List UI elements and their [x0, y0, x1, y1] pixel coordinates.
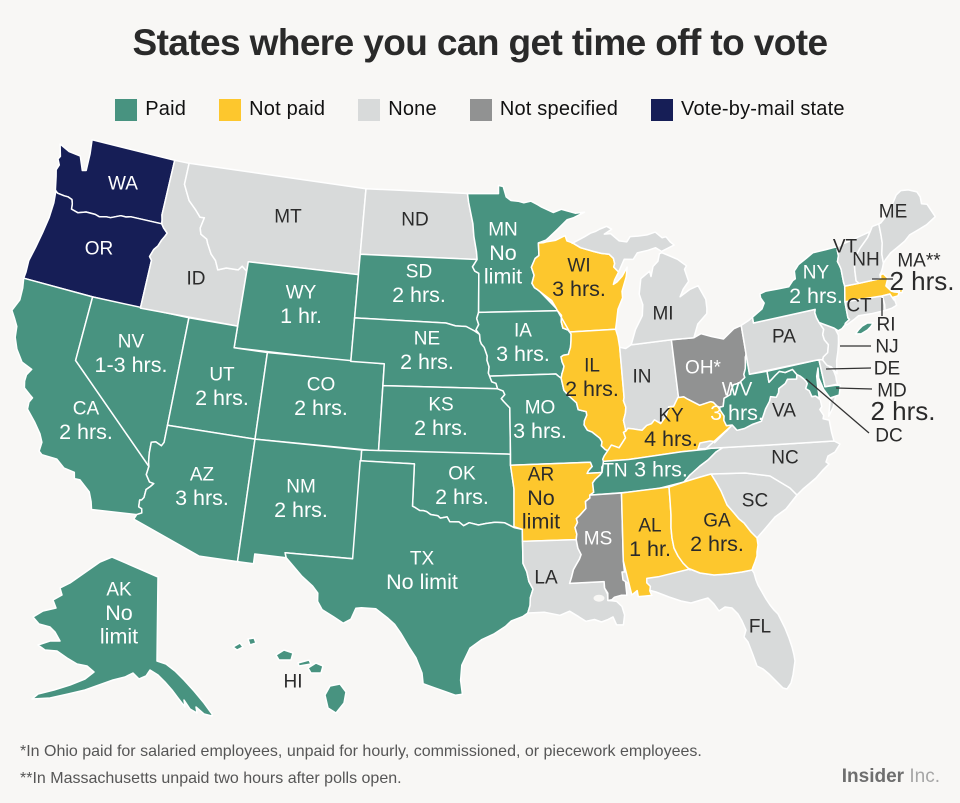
svg-text:2 hrs.: 2 hrs.	[195, 386, 249, 410]
svg-text:2 hrs.: 2 hrs.	[414, 416, 468, 440]
svg-text:CO: CO	[307, 375, 336, 396]
svg-text:IN: IN	[633, 367, 652, 388]
svg-text:MD: MD	[877, 381, 907, 402]
svg-text:WY: WY	[286, 283, 317, 304]
svg-text:MT: MT	[274, 207, 302, 228]
svg-text:2 hrs.: 2 hrs.	[400, 350, 454, 374]
svg-text:NE: NE	[414, 329, 440, 350]
svg-text:No: No	[489, 241, 517, 265]
svg-text:NJ: NJ	[875, 337, 898, 358]
svg-text:2 hrs.: 2 hrs.	[435, 485, 489, 509]
svg-text:4 hrs.: 4 hrs.	[644, 427, 698, 451]
svg-text:limit: limit	[100, 625, 138, 649]
svg-text:OK: OK	[448, 464, 476, 485]
svg-text:NM: NM	[286, 477, 316, 498]
svg-text:KS: KS	[428, 395, 453, 416]
svg-text:VA: VA	[772, 401, 796, 422]
svg-text:2 hrs.: 2 hrs.	[274, 498, 328, 522]
svg-text:WV: WV	[722, 380, 753, 401]
svg-text:TX: TX	[410, 549, 435, 570]
svg-text:2 hrs.: 2 hrs.	[889, 266, 954, 296]
svg-text:3 hrs.: 3 hrs.	[710, 401, 764, 425]
svg-text:limit: limit	[522, 510, 560, 534]
svg-text:3 hrs.: 3 hrs.	[175, 486, 229, 510]
svg-text:2 hrs.: 2 hrs.	[294, 396, 348, 420]
svg-text:1 hr.: 1 hr.	[629, 537, 671, 561]
svg-text:3 hrs.: 3 hrs.	[513, 419, 567, 443]
svg-text:limit: limit	[484, 265, 522, 289]
svg-text:VT: VT	[833, 237, 858, 258]
svg-text:2 hrs.: 2 hrs.	[789, 284, 843, 308]
svg-text:2 hrs.: 2 hrs.	[690, 532, 744, 556]
svg-text:1 hr.: 1 hr.	[280, 304, 322, 328]
svg-text:NH: NH	[852, 250, 879, 271]
svg-text:OH*: OH*	[685, 358, 722, 379]
svg-text:No: No	[105, 601, 133, 625]
svg-text:3 hrs.: 3 hrs.	[496, 342, 550, 366]
svg-text:AZ: AZ	[190, 465, 215, 486]
svg-text:ID: ID	[187, 269, 206, 290]
svg-text:PA: PA	[772, 327, 796, 348]
svg-text:RI: RI	[877, 315, 896, 336]
svg-text:HI: HI	[284, 672, 303, 693]
svg-text:MN: MN	[488, 220, 518, 241]
svg-text:2 hrs.: 2 hrs.	[392, 283, 446, 307]
svg-text:AL: AL	[638, 516, 661, 537]
svg-text:No limit: No limit	[386, 570, 458, 594]
svg-text:DE: DE	[874, 359, 900, 380]
svg-text:DC: DC	[875, 426, 902, 447]
svg-text:1-3 hrs.: 1-3 hrs.	[95, 353, 168, 377]
svg-text:2 hrs.: 2 hrs.	[870, 396, 935, 426]
svg-text:MA**: MA**	[897, 251, 941, 272]
svg-text:AK: AK	[106, 580, 132, 601]
svg-text:FL: FL	[749, 617, 771, 638]
svg-text:IL: IL	[584, 356, 600, 377]
svg-text:CA: CA	[73, 399, 100, 420]
svg-text:MO: MO	[525, 398, 556, 419]
svg-text:NY: NY	[803, 263, 830, 284]
svg-text:2 hrs.: 2 hrs.	[565, 377, 619, 401]
svg-text:ME: ME	[879, 202, 908, 223]
svg-text:LA: LA	[534, 568, 558, 589]
svg-text:IA: IA	[514, 321, 532, 342]
svg-text:NV: NV	[118, 332, 145, 353]
svg-text:SC: SC	[742, 491, 768, 512]
svg-text:KY: KY	[658, 406, 684, 427]
svg-text:GA: GA	[703, 511, 731, 532]
svg-text:No: No	[527, 486, 555, 510]
svg-text:ND: ND	[401, 210, 428, 231]
svg-text:2 hrs.: 2 hrs.	[59, 420, 113, 444]
svg-text:AR: AR	[528, 465, 554, 486]
svg-text:NC: NC	[771, 448, 798, 469]
svg-text:CT: CT	[846, 296, 872, 317]
svg-text:SD: SD	[406, 262, 432, 283]
svg-text:UT: UT	[209, 365, 235, 386]
svg-text:WA: WA	[108, 174, 138, 195]
svg-text:3 hrs.: 3 hrs.	[634, 458, 688, 482]
svg-text:MS: MS	[584, 529, 613, 550]
svg-text:WI: WI	[567, 256, 590, 277]
svg-text:TN: TN	[602, 461, 627, 482]
svg-text:OR: OR	[85, 239, 114, 260]
svg-text:MI: MI	[652, 304, 673, 325]
svg-text:3 hrs.: 3 hrs.	[552, 277, 606, 301]
